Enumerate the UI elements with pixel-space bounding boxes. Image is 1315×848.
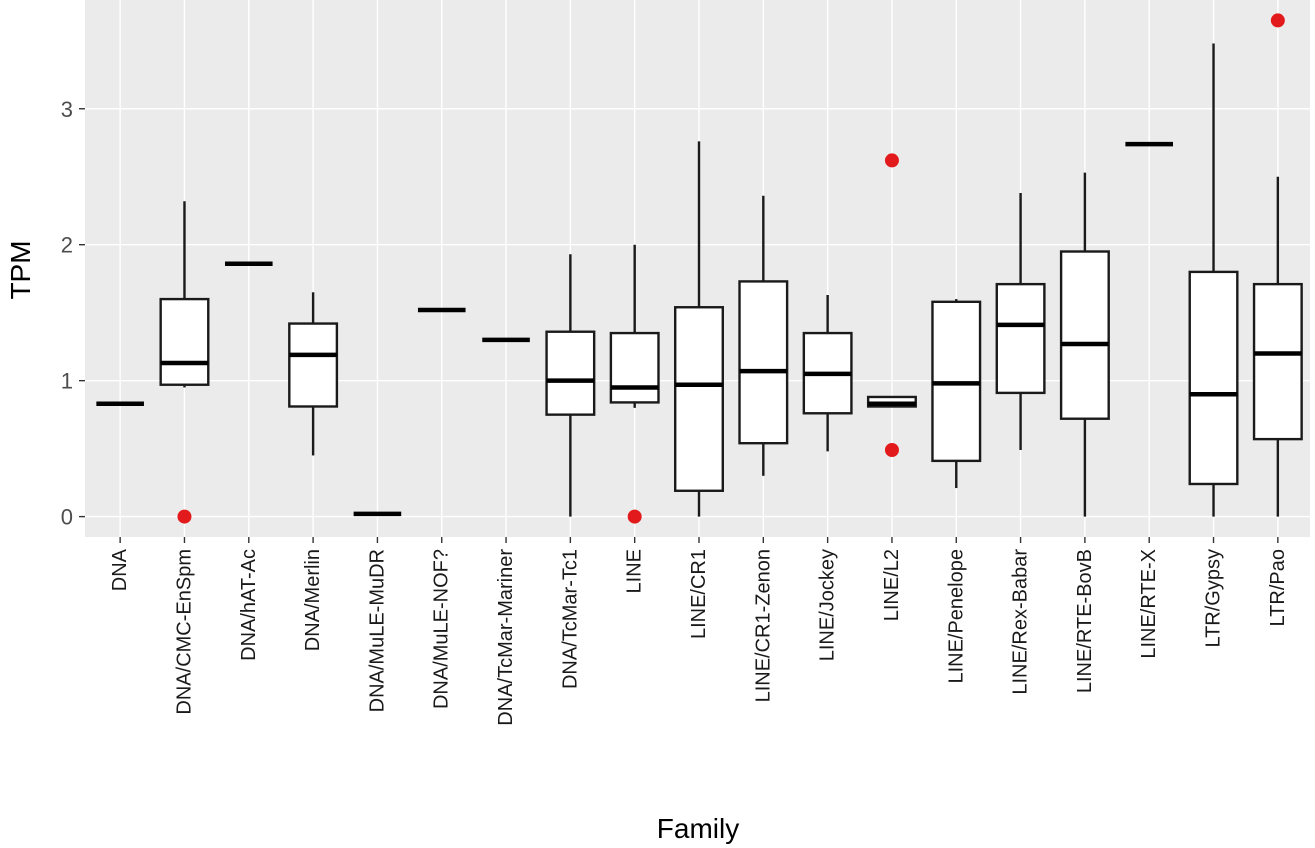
x-tick-label: LINE/RTE-BovB: [1074, 549, 1096, 693]
box-body: [1059, 250, 1110, 420]
box-19: [1252, 13, 1303, 517]
outlier-point: [1270, 13, 1285, 28]
box-16: [1059, 172, 1110, 517]
y-tick-label: 2: [61, 233, 73, 258]
x-tick-label: LINE/CR1-Zenon: [752, 549, 774, 702]
outlier-point: [884, 442, 899, 457]
box-13: [866, 153, 917, 457]
box-2: [159, 201, 210, 524]
outlier-point: [884, 153, 899, 168]
outlier-point: [627, 509, 642, 524]
x-tick-label: LINE: [624, 549, 646, 593]
x-tick-label: LINE/L2: [881, 549, 903, 621]
x-tick-label: DNA/TcMar-Mariner: [495, 549, 517, 726]
box-10: [674, 141, 724, 517]
box-4: [288, 292, 339, 456]
x-axis: DNA DNA/CMC-EnSpm DNA/hAT-Ac DNA/Merlin DNA/…: [109, 537, 1289, 726]
x-tick-label: DNA/MuLE-NOF?: [431, 549, 453, 709]
x-tick-label: LTR/Gypsy: [1203, 549, 1225, 648]
box-8: [545, 254, 596, 517]
box-body: [288, 322, 339, 408]
x-tick-label: LINE/Penelope: [945, 549, 967, 684]
x-tick-label: DNA/CMC-EnSpm: [173, 549, 195, 715]
y-tick-label: 3: [61, 97, 73, 122]
x-tick-label: DNA/TcMar-Tc1: [559, 549, 581, 689]
box-body: [674, 306, 724, 492]
x-tick-label: LINE/Rex-Babar: [1010, 549, 1032, 695]
outlier-point: [177, 509, 192, 524]
y-axis: 0 1 2 3: [61, 97, 85, 530]
box-14: [931, 299, 982, 489]
box-body: [159, 297, 210, 386]
box-body: [1252, 282, 1303, 441]
x-tick-label: LINE/Jockey: [817, 549, 839, 661]
box-11: [738, 195, 789, 476]
box-body: [545, 330, 596, 416]
box-series: [96, 13, 1303, 524]
x-tick-label: LINE/RTE-X: [1138, 549, 1160, 659]
box-body: [995, 282, 1046, 395]
box-body: [1188, 270, 1239, 486]
box-body: [738, 280, 789, 445]
y-axis-title: TPM: [5, 240, 36, 299]
x-tick-label: LTR/Pao: [1267, 549, 1289, 626]
box-18: [1188, 43, 1239, 517]
y-tick-label: 1: [61, 369, 73, 394]
box-15: [995, 193, 1046, 450]
x-tick-label: DNA: [109, 548, 131, 591]
box-body: [609, 331, 660, 404]
x-axis-title: Family: [657, 813, 739, 844]
x-tick-label: LINE/CR1: [688, 549, 710, 639]
y-tick-label: 0: [61, 505, 73, 530]
box-12: [802, 295, 853, 452]
x-tick-label: DNA/hAT-Ac: [238, 549, 260, 661]
x-tick-label: DNA/Merlin: [302, 549, 324, 651]
box-9: [609, 244, 660, 524]
x-tick-label: DNA/MuLE-MuDR: [366, 549, 388, 712]
